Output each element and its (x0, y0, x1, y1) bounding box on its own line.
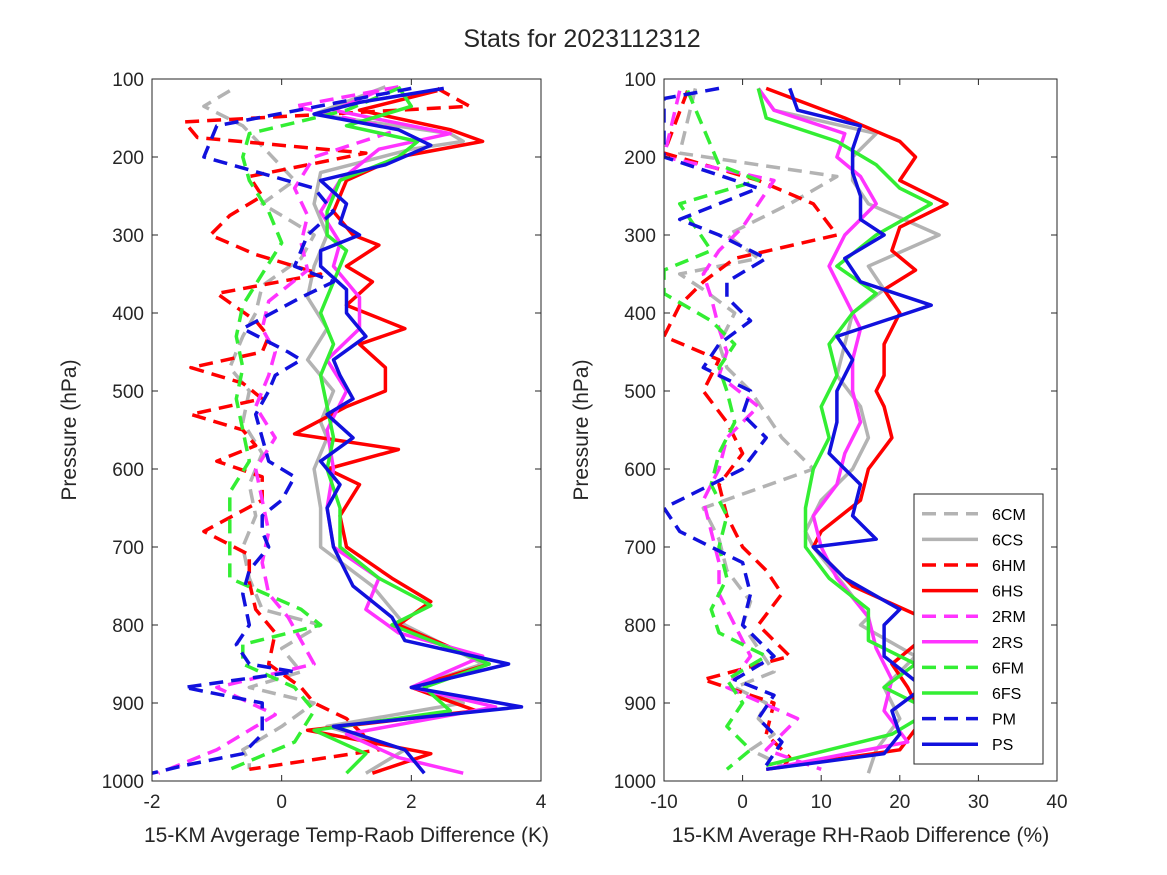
x-tick-label: 20 (889, 792, 910, 813)
series-6FS-line (756, 87, 933, 768)
x-tick-label: 40 (1046, 792, 1067, 813)
series-2RM-line (157, 85, 401, 775)
y-tick-label: 400 (112, 304, 144, 325)
x-tick-label: -2 (144, 792, 161, 813)
y-tick-label: 300 (624, 226, 656, 247)
legend-label-6FM: 6FM (992, 660, 1024, 677)
y-tick-label: 700 (624, 538, 656, 559)
legend: 6CM 6CS 6HM 6HS 2RM 2RS 6FM 6FS PM PS (913, 493, 1044, 765)
temperature-ticks: -2 0 2 4 100 200 300 400 500 600 700 800 900 1000 (102, 70, 547, 813)
series-6CM-line (202, 89, 323, 770)
series-6HM-line (664, 90, 839, 771)
y-tick-label: 100 (112, 70, 144, 91)
series-PM-line (152, 86, 412, 775)
temperature-x-axis-label: 15-KM Avgerage Temp-Raob Difference (K) (144, 824, 549, 847)
x-tick-label: -10 (650, 792, 677, 813)
legend-label-6HM: 6HM (992, 558, 1026, 575)
temperature-panel: -2 0 2 4 100 200 300 400 500 600 700 800 900 1000 15-… (58, 70, 549, 847)
temperature-axes-frame (151, 78, 542, 782)
y-tick-label: 200 (112, 148, 144, 169)
series-6CS-line (756, 87, 941, 774)
legend-label-PS: PS (992, 737, 1013, 754)
y-tick-label: 500 (624, 382, 656, 403)
y-tick-label: 600 (112, 460, 144, 481)
legend-label-6CS: 6CS (992, 532, 1023, 549)
rh-series-lines (664, 86, 949, 774)
series-6FM-line (664, 90, 768, 771)
x-tick-label: 10 (811, 792, 832, 813)
series-PS-line (312, 86, 524, 775)
y-tick-label: 900 (112, 694, 144, 715)
legend-label-2RS: 2RS (992, 635, 1023, 652)
y-tick-label: 1000 (102, 772, 144, 793)
x-tick-label: 4 (536, 792, 547, 813)
x-tick-label: 0 (276, 792, 287, 813)
y-tick-label: 700 (112, 538, 144, 559)
legend-label-2RM: 2RM (992, 609, 1026, 626)
legend-label-PM: PM (992, 712, 1016, 729)
rh-panel: -10 0 10 20 30 40 100 200 300 400 500 600 700 800 900 1… (570, 70, 1068, 847)
series-2RS-line (756, 87, 910, 772)
legend-box (913, 493, 1044, 765)
y-tick-label: 600 (624, 460, 656, 481)
y-tick-label: 800 (624, 616, 656, 637)
rh-x-axis-label: 15-KM Average RH-Raob Difference (%) (672, 824, 1049, 847)
x-tick-label: 2 (406, 792, 417, 813)
series-2RM-line (664, 90, 822, 771)
figure-title: Stats for 2023112312 (463, 25, 700, 53)
y-tick-label: 200 (624, 148, 656, 169)
y-tick-label: 1000 (614, 772, 656, 793)
temperature-y-axis-label: Pressure (hPa) (58, 359, 81, 500)
legend-label-6HS: 6HS (992, 584, 1023, 601)
y-tick-label: 100 (624, 70, 656, 91)
series-6HM-line (182, 86, 472, 772)
y-tick-label: 900 (624, 694, 656, 715)
series-PM-line (664, 86, 784, 767)
series-6FM-line (228, 86, 400, 771)
temperature-series-lines (152, 85, 524, 775)
y-tick-label: 300 (112, 226, 144, 247)
legend-label-6CM: 6CM (992, 507, 1026, 524)
y-tick-label: 800 (112, 616, 144, 637)
legend-label-6FS: 6FS (992, 686, 1021, 703)
rh-y-axis-label: Pressure (hPa) (570, 359, 593, 500)
y-tick-label: 400 (624, 304, 656, 325)
rh-axes-frame (663, 78, 1058, 782)
rh-ticks: -10 0 10 20 30 40 100 200 300 400 500 600 700 800 900 1… (614, 70, 1068, 813)
series-6HS-line (765, 86, 949, 772)
series-PS-line (765, 87, 933, 772)
x-tick-label: 0 (737, 792, 748, 813)
series-6CM-line (677, 87, 839, 767)
x-tick-label: 30 (968, 792, 989, 813)
y-tick-label: 500 (112, 382, 144, 403)
